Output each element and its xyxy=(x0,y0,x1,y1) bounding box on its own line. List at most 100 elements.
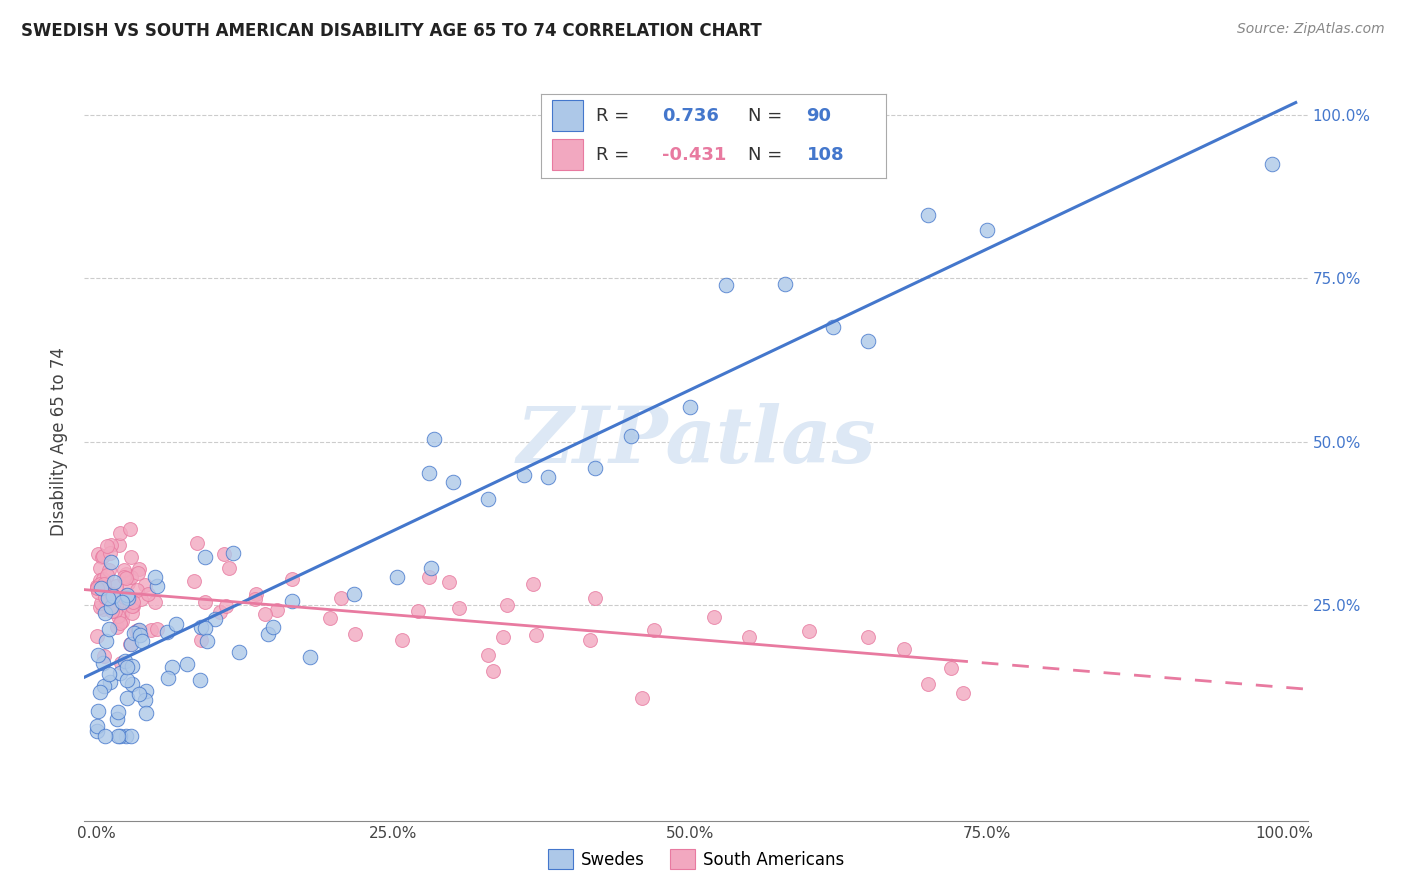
Point xyxy=(420,561,443,575)
Text: -0.431: -0.431 xyxy=(662,145,727,163)
Text: 0.736: 0.736 xyxy=(662,107,718,125)
Point xyxy=(856,334,879,348)
Point xyxy=(89,685,111,699)
Point xyxy=(125,583,148,598)
Point xyxy=(96,539,118,553)
Point xyxy=(228,644,250,658)
Point xyxy=(477,648,499,662)
Point xyxy=(146,623,169,637)
Point xyxy=(107,729,129,743)
Point xyxy=(134,578,156,592)
Point xyxy=(423,432,446,446)
Point xyxy=(110,656,132,670)
Point xyxy=(437,575,460,590)
Point xyxy=(98,546,121,560)
Point xyxy=(135,706,157,721)
Point xyxy=(111,607,134,622)
Point xyxy=(86,581,108,595)
Point xyxy=(131,634,153,648)
Point xyxy=(343,627,366,641)
Text: N =: N = xyxy=(748,107,782,125)
Point xyxy=(190,620,212,634)
Point xyxy=(197,634,219,648)
Point xyxy=(522,576,544,591)
Point xyxy=(105,712,128,726)
Point xyxy=(120,569,142,583)
Point xyxy=(134,693,156,707)
Point xyxy=(193,550,215,565)
Point xyxy=(103,574,125,589)
Point xyxy=(91,549,114,563)
Point xyxy=(441,475,464,489)
Point xyxy=(87,704,110,718)
Point xyxy=(86,724,108,739)
Point xyxy=(112,590,135,604)
Point xyxy=(101,589,124,603)
Point xyxy=(679,400,702,414)
Point xyxy=(115,588,138,602)
Point xyxy=(105,620,128,634)
Point xyxy=(127,566,149,580)
Point xyxy=(856,630,879,644)
Point xyxy=(253,607,276,622)
Point xyxy=(129,628,152,642)
Point xyxy=(121,677,143,691)
Point xyxy=(266,603,288,617)
Point xyxy=(406,604,429,618)
Point xyxy=(204,612,226,626)
Point xyxy=(117,575,139,590)
Point xyxy=(90,596,112,610)
Point xyxy=(112,563,135,577)
Point xyxy=(281,572,304,586)
Text: ZIPatlas: ZIPatlas xyxy=(516,403,876,480)
Point xyxy=(89,573,111,587)
Point xyxy=(262,620,284,634)
Point xyxy=(583,460,606,475)
Point xyxy=(176,657,198,672)
Point xyxy=(108,526,131,541)
Point xyxy=(773,277,796,291)
Point xyxy=(643,623,665,637)
Point xyxy=(188,673,211,688)
Point xyxy=(125,624,148,639)
Point xyxy=(107,608,129,623)
Legend: Swedes, South Americans: Swedes, South Americans xyxy=(547,849,845,869)
Point xyxy=(128,624,150,638)
Point xyxy=(1261,157,1284,171)
Text: R =: R = xyxy=(596,145,630,163)
Point xyxy=(100,600,122,615)
Point xyxy=(893,641,915,656)
Point xyxy=(127,624,149,638)
Point xyxy=(115,690,138,705)
Point xyxy=(299,649,322,664)
Point xyxy=(243,591,266,606)
Point xyxy=(115,660,138,674)
Point xyxy=(120,521,142,535)
Point xyxy=(96,568,118,582)
Text: Source: ZipAtlas.com: Source: ZipAtlas.com xyxy=(1237,22,1385,37)
Point xyxy=(128,562,150,576)
Point xyxy=(105,596,128,610)
Point xyxy=(186,536,208,550)
Point xyxy=(98,667,121,681)
Point xyxy=(91,656,114,670)
Point xyxy=(98,675,121,690)
Point xyxy=(214,599,236,613)
Point xyxy=(86,578,108,592)
Point xyxy=(93,679,115,693)
Point xyxy=(583,591,606,605)
Point xyxy=(86,581,108,595)
Point xyxy=(117,673,139,687)
Point xyxy=(94,606,117,620)
Point xyxy=(89,578,111,592)
Point xyxy=(115,729,138,743)
Point xyxy=(385,570,408,584)
Point xyxy=(91,602,114,616)
Point xyxy=(391,633,413,648)
Point xyxy=(209,605,232,619)
FancyBboxPatch shape xyxy=(551,139,582,169)
Point xyxy=(146,579,169,593)
Point xyxy=(156,625,179,640)
Point xyxy=(495,598,517,612)
Point xyxy=(477,492,499,507)
